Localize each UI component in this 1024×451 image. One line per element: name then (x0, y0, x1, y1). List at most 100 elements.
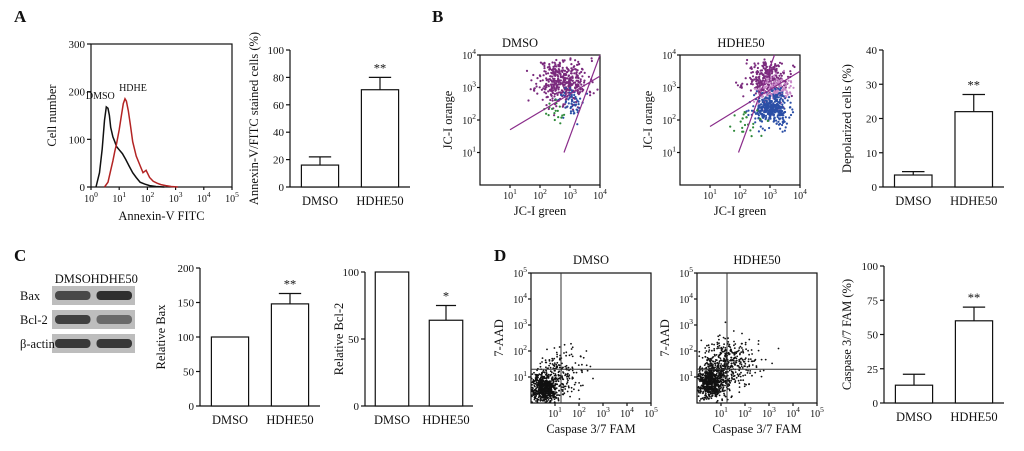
jc1-hdhe50-point (766, 83, 770, 86)
jc1-hdhe50-point (743, 123, 747, 127)
caspase-hdhe50-point (740, 365, 743, 368)
jc1-hdhe50-point (772, 108, 775, 111)
caspase-hdhe50-point (738, 347, 741, 349)
jc1-dmso-point (559, 122, 562, 125)
caspase-dmso-point (561, 376, 564, 379)
caspase-hdhe50-point (721, 398, 723, 401)
jc1-dmso-point (558, 62, 562, 65)
jc1-hdhe50-point (754, 117, 757, 120)
jc1-dmso-point (563, 59, 566, 62)
caspase-dmso-point (548, 364, 550, 367)
jc1-hdhe50-point (753, 100, 756, 103)
caspase-dmso-point (543, 382, 546, 384)
jc1-hdhe50-point (741, 82, 744, 85)
caspase-hdhe50-point (735, 376, 738, 379)
caspase-hdhe50-xtick-label: 103 (762, 405, 776, 420)
annexin-bar-bar-1 (300, 164, 340, 188)
caspase-hdhe50-point (712, 381, 715, 384)
caspase-hdhe50-point (713, 377, 716, 380)
caspase-dmso-point (549, 396, 552, 398)
caspase-hdhe50-point (732, 352, 735, 354)
jc1-hdhe50-point (772, 80, 776, 83)
caspase-hdhe50-ylabel: 7-AAD (658, 319, 672, 357)
jc1-dmso-point (554, 89, 557, 92)
caspase-dmso-point (566, 381, 569, 384)
jc1-hdhe50-point (745, 62, 748, 65)
jc1-dmso-point (555, 87, 558, 90)
relative-bax-ytick-label: 0 (189, 401, 195, 413)
jc1-hdhe50-point (784, 116, 787, 119)
blot-lane-label: DMSO (55, 272, 91, 286)
caspase-hdhe50-point (718, 344, 721, 347)
histogram-series-label-hdhe: HDHE (119, 83, 147, 94)
jc1-hdhe50-point (772, 95, 775, 98)
jc1-dmso-point (591, 81, 594, 84)
caspase-hdhe50-point (724, 337, 727, 340)
caspase-hdhe50-point (749, 358, 752, 360)
caspase-hdhe50-point (716, 378, 719, 381)
jc1-dmso-point (562, 76, 565, 79)
caspase-hdhe50-point (724, 352, 727, 355)
jc1-hdhe50-point (778, 61, 782, 64)
jc1-dmso-point (578, 91, 582, 94)
jc1-hdhe50-fit-line (737, 54, 776, 153)
jc1-dmso-point (525, 69, 529, 72)
caspase-hdhe50-point (731, 359, 734, 361)
jc1-hdhe50-point (754, 92, 757, 95)
caspase-hdhe50-point (701, 369, 704, 372)
caspase-dmso-xtick-label: 105 (644, 405, 658, 420)
caspase-dmso-point (564, 373, 567, 376)
caspase-dmso-point (536, 384, 539, 387)
caspase-hdhe50-point (699, 375, 701, 377)
caspase-dmso-point (533, 371, 535, 374)
jc1-dmso-point (570, 102, 573, 105)
depolarized-bar-ytick-label: 20 (866, 114, 878, 126)
caspase-hdhe50-point (749, 370, 752, 372)
caspase-dmso-point (545, 377, 548, 379)
jc1-hdhe50-point (783, 82, 787, 85)
caspase-hdhe50-point (716, 343, 719, 346)
caspase-dmso-point (563, 385, 566, 388)
caspase-hdhe50-point (707, 351, 710, 353)
caspase-dmso-point (540, 378, 542, 381)
caspase-hdhe50-point (738, 358, 741, 361)
jc1-hdhe50-point (787, 79, 790, 82)
caspase-hdhe50-point (704, 370, 707, 372)
caspase-hdhe50-point (718, 342, 720, 345)
jc1-dmso-point (565, 81, 568, 84)
caspase-hdhe50-point (737, 374, 740, 377)
caspase-hdhe50-point (734, 380, 737, 382)
jc1-hdhe50-point (765, 96, 768, 99)
jc1-hdhe50-point (781, 123, 784, 127)
jc1-hdhe50-point (785, 81, 788, 84)
jc1-dmso-point (574, 59, 577, 62)
caspase-hdhe50-point (710, 362, 713, 365)
caspase-hdhe50-point (710, 392, 713, 395)
caspase-dmso-point (545, 370, 548, 372)
jc1-hdhe50-point (788, 86, 791, 89)
caspase-dmso-point (535, 379, 538, 382)
jc1-hdhe50-point (744, 77, 747, 80)
caspase-dmso-point (553, 401, 556, 403)
caspase-dmso-point (563, 343, 566, 346)
caspase-hdhe50-point (697, 373, 700, 376)
jc1-hdhe50-xtick-label: 102 (733, 187, 747, 202)
caspase-dmso-point (551, 360, 554, 362)
caspase-hdhe50-point (728, 353, 731, 355)
jc1-hdhe50-point (784, 85, 787, 88)
jc1-dmso-point (572, 110, 575, 113)
jc1-dmso-point (559, 93, 563, 96)
caspase-hdhe50-point (697, 385, 700, 388)
caspase-hdhe50-point (715, 401, 718, 403)
jc1-hdhe50-ytick-label: 103 (662, 80, 676, 95)
caspase-hdhe50-point (712, 366, 714, 368)
caspase-dmso-point (541, 375, 543, 378)
caspase-dmso-point (545, 372, 548, 374)
caspase-hdhe50-point (748, 383, 750, 386)
caspase-dmso-point (543, 384, 546, 386)
jc1-dmso-ytick-label: 102 (462, 112, 476, 127)
jc1-hdhe50-point (744, 111, 747, 114)
caspase-hdhe50-point (717, 335, 720, 338)
jc1-hdhe50-point (764, 62, 768, 66)
jc1-hdhe50-point (764, 118, 767, 121)
